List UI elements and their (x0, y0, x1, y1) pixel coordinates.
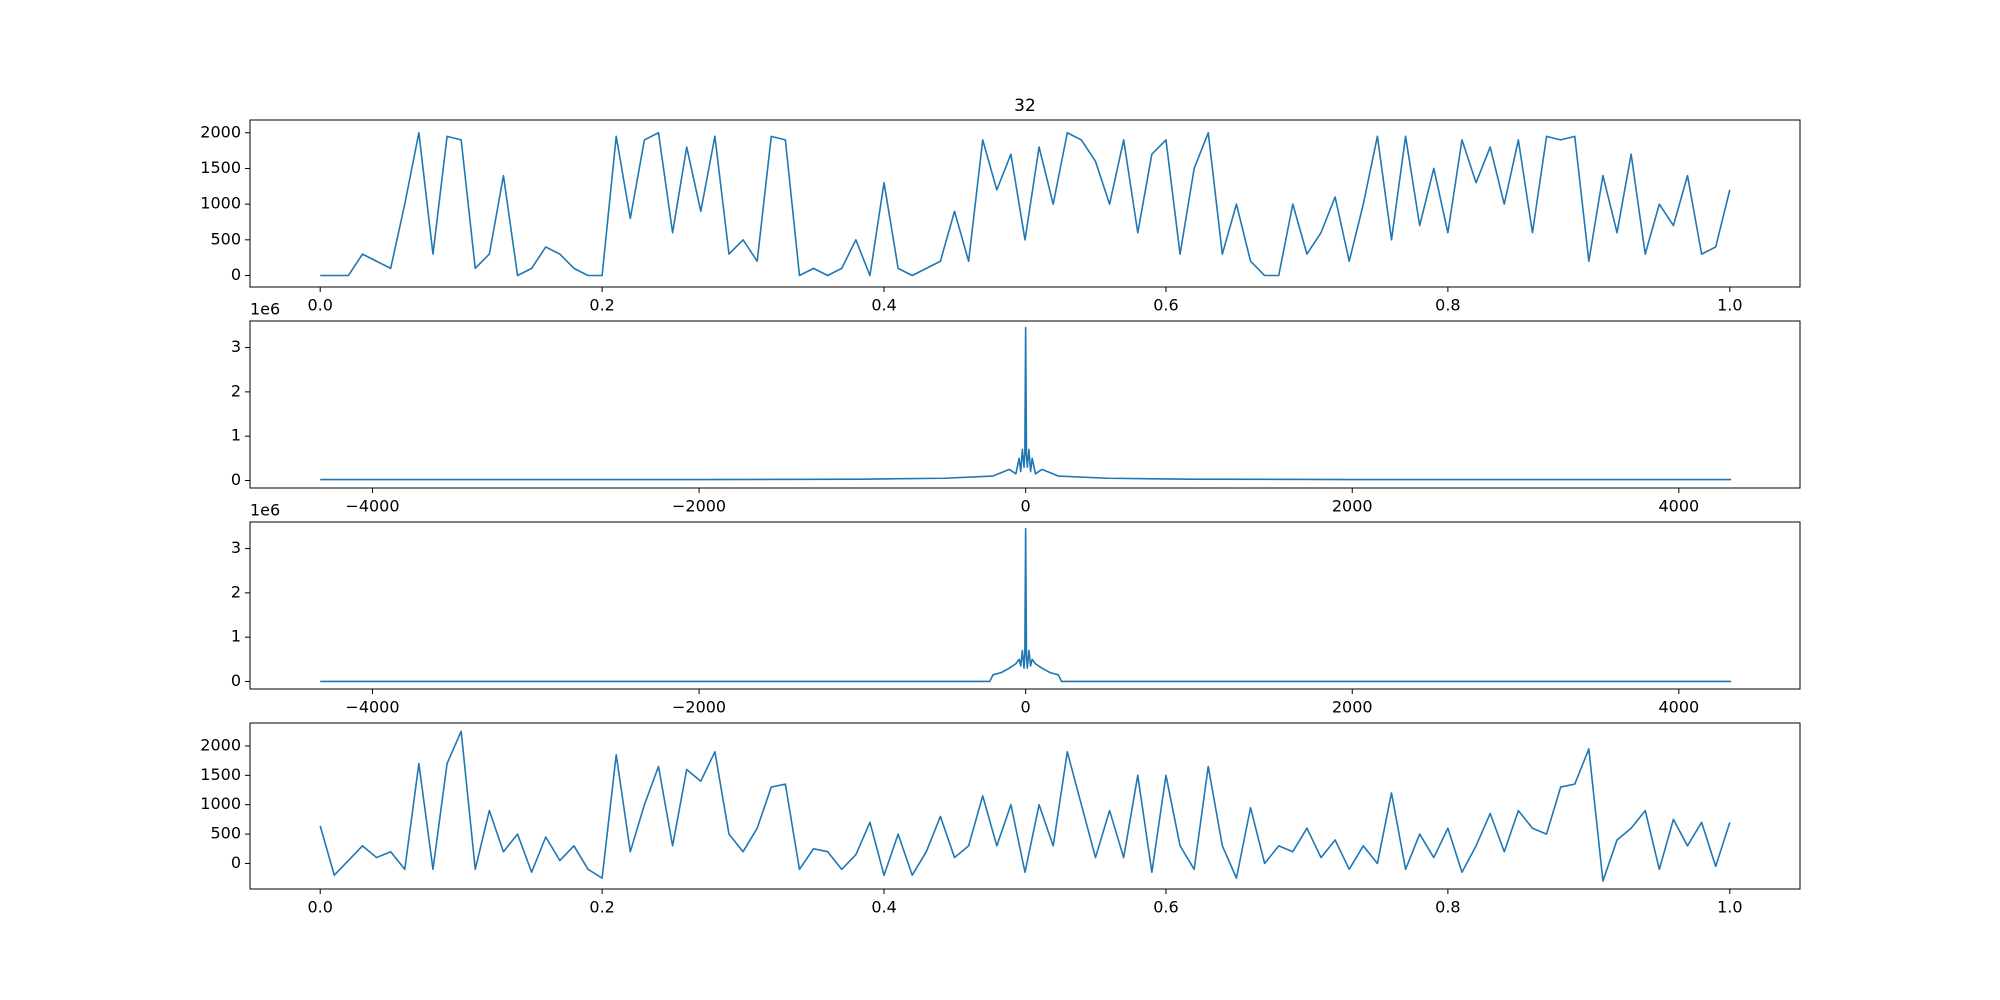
x-tick-label: 0.8 (1435, 296, 1460, 315)
x-tick-label: 0.2 (589, 296, 614, 315)
y-tick-label: 1 (231, 627, 241, 646)
x-tick-label: 0.2 (589, 898, 614, 917)
x-tick-label: 2000 (1332, 497, 1373, 516)
x-tick-label: −2000 (672, 497, 726, 516)
x-tick-label: 0 (1021, 698, 1031, 717)
y-tick-label: 2000 (200, 735, 241, 754)
y-offset-label: 1e6 (250, 501, 280, 520)
x-tick-label: 0.4 (871, 296, 896, 315)
axes-frame (249, 320, 1801, 489)
y-tick-label: 500 (210, 824, 241, 843)
y-tick-label: 500 (210, 229, 241, 248)
x-tick-label: 0.8 (1435, 898, 1460, 917)
y-tick-label: 1000 (200, 194, 241, 213)
data-line (319, 730, 1731, 882)
x-tick-label: 0.0 (307, 296, 332, 315)
x-tick-label: 4000 (1658, 698, 1699, 717)
y-tick-label: 3 (231, 538, 241, 557)
axes-frame (249, 722, 1801, 890)
data-line (320, 527, 1732, 683)
x-tick-label: 1.0 (1717, 898, 1742, 917)
x-tick-label: 1.0 (1717, 296, 1742, 315)
chart-title: 32 (1014, 96, 1036, 116)
y-tick-label: 2000 (200, 122, 241, 141)
y-tick-label: 0 (231, 671, 241, 690)
x-tick-label: −4000 (345, 698, 399, 717)
y-tick-label: 3 (231, 337, 241, 356)
x-tick-label: 0.4 (871, 898, 896, 917)
data-line (320, 326, 1732, 481)
x-tick-label: 0.6 (1153, 898, 1178, 917)
data-line (320, 131, 1731, 277)
y-tick-label: 1500 (200, 158, 241, 177)
y-tick-label: 1000 (200, 794, 241, 813)
axes-frame (249, 119, 1801, 288)
y-tick-label: 2 (231, 381, 241, 400)
y-tick-label: 0 (231, 265, 241, 284)
x-tick-label: −4000 (345, 497, 399, 516)
y-tick-label: 2 (231, 582, 241, 601)
x-tick-label: 4000 (1658, 497, 1699, 516)
y-tick-label: 0 (231, 470, 241, 489)
y-offset-label: 1e6 (250, 300, 280, 319)
x-tick-label: −2000 (672, 698, 726, 717)
y-tick-label: 1500 (200, 765, 241, 784)
x-tick-label: 0 (1021, 497, 1031, 516)
x-tick-label: 2000 (1332, 698, 1373, 717)
x-tick-label: 0.6 (1153, 296, 1178, 315)
axes-frame (249, 521, 1801, 690)
y-tick-label: 1 (231, 426, 241, 445)
x-tick-label: 0.0 (307, 898, 332, 917)
y-tick-label: 0 (231, 853, 241, 872)
